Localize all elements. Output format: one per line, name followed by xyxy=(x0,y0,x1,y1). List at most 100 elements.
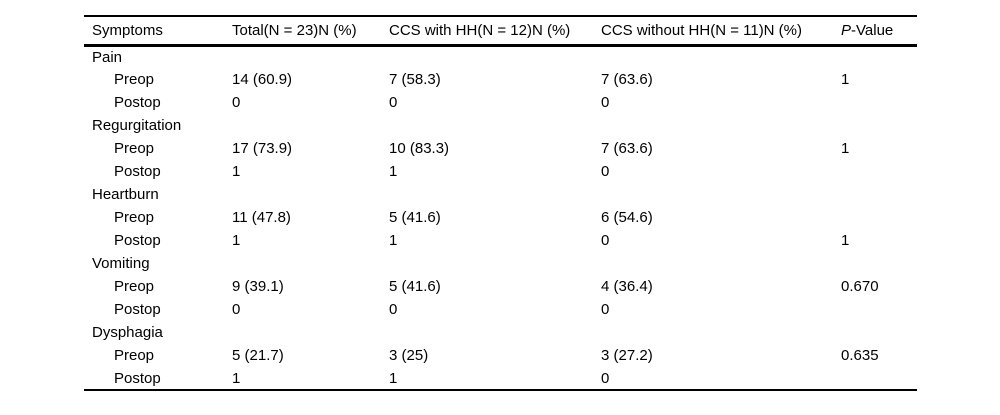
row-label: Preop xyxy=(114,209,155,226)
table-header: Symptoms Total(N = 23)N (%) CCS with HH(… xyxy=(84,16,917,45)
p-value-rest: -Value xyxy=(851,21,894,39)
cell-value: 1 xyxy=(232,232,241,249)
row-label: Postop xyxy=(114,369,161,387)
table-row: Postop 1 1 0 xyxy=(84,367,917,390)
cell-value: 0 xyxy=(232,94,241,111)
cell-value xyxy=(232,321,389,344)
cell-value: 4 (36.4) xyxy=(601,278,653,295)
cell-value xyxy=(841,45,917,68)
cell-value: 1 xyxy=(841,232,850,249)
cell-value: 0.635 xyxy=(841,347,879,364)
cell-value: 11 (47.8) xyxy=(232,209,291,226)
table-row: Preop 14 (60.9) 7 (58.3) 7 (63.6) 1 xyxy=(84,68,917,91)
cell-value: 1 xyxy=(389,163,398,180)
cell-value xyxy=(841,321,917,344)
cell-value: 0.670 xyxy=(841,278,879,295)
table-row: Vomiting xyxy=(84,252,917,275)
row-label: Vomiting xyxy=(92,255,150,272)
cell-value xyxy=(601,114,841,137)
cell-value: 1 xyxy=(841,71,850,88)
cell-value: 6 (54.6) xyxy=(601,209,653,226)
cell-value xyxy=(841,298,917,321)
cell-value: 5 (21.7) xyxy=(232,347,284,364)
table-body: Pain Preop 14 (60.9) 7 (58.3) 7 (63.6) 1 Posto… xyxy=(84,45,917,390)
cell-value: 14 (60.9) xyxy=(232,71,293,88)
table-row: Dysphagia xyxy=(84,321,917,344)
row-label: Preop xyxy=(114,140,155,157)
cell-value xyxy=(841,91,917,114)
table-row: Postop 0 0 0 xyxy=(84,91,917,114)
cell-value: 0 xyxy=(601,94,610,111)
header-ccs-with-hh: CCS with HH(N = 12)N (%) xyxy=(389,21,571,39)
table-row: Postop 0 0 0 xyxy=(84,298,917,321)
cell-value: 0 xyxy=(601,163,610,180)
header-ccs-without-hh: CCS without HH(N = 11)N (%) xyxy=(601,21,803,39)
header-p-value: P-Value xyxy=(841,16,917,45)
cell-value xyxy=(601,321,841,344)
p-value-italic-p: P xyxy=(841,21,852,39)
cell-value: 17 (73.9) xyxy=(232,140,293,157)
cell-value xyxy=(232,114,389,137)
cell-value: 0 xyxy=(601,369,610,387)
table-row: Preop 11 (47.8) 5 (41.6) 6 (54.6) xyxy=(84,206,917,229)
cell-value: 3 (27.2) xyxy=(601,347,653,364)
cell-value xyxy=(232,45,389,68)
cell-value xyxy=(841,114,917,137)
cell-value xyxy=(841,252,917,275)
cell-value: 10 (83.3) xyxy=(389,140,450,157)
cell-value xyxy=(389,321,601,344)
row-label: Postop xyxy=(114,94,161,111)
cell-value: 0 xyxy=(601,301,610,318)
cell-value xyxy=(841,160,917,183)
table-row: Pain xyxy=(84,45,917,68)
cell-value: 7 (63.6) xyxy=(601,71,653,88)
row-label: Preop xyxy=(114,278,155,295)
cell-value xyxy=(232,183,389,206)
cell-value: 3 (25) xyxy=(389,347,429,364)
table-row: Postop 1 1 0 1 xyxy=(84,229,917,252)
cell-value: 7 (58.3) xyxy=(389,71,441,88)
cell-value: 9 (39.1) xyxy=(232,278,284,295)
cell-value xyxy=(601,45,841,68)
row-label: Regurgitation xyxy=(92,117,182,134)
table-row: Preop 17 (73.9) 10 (83.3) 7 (63.6) 1 xyxy=(84,137,917,160)
row-label: Preop xyxy=(114,347,155,364)
cell-value: 1 xyxy=(389,232,398,249)
table-row: Preop 9 (39.1) 5 (41.6) 4 (36.4) 0.670 xyxy=(84,275,917,298)
table-row: Heartburn xyxy=(84,183,917,206)
header-row: Symptoms Total(N = 23)N (%) CCS with HH(… xyxy=(84,16,917,45)
table-row: Postop 1 1 0 xyxy=(84,160,917,183)
cell-value: 0 xyxy=(389,301,398,318)
table-row: Regurgitation xyxy=(84,114,917,137)
cell-value xyxy=(841,206,917,229)
cell-value: 1 xyxy=(232,369,241,387)
cell-value xyxy=(389,114,601,137)
cell-value xyxy=(841,367,917,390)
row-label: Postop xyxy=(114,232,161,249)
row-label: Heartburn xyxy=(92,186,159,203)
table-row: Preop 5 (21.7) 3 (25) 3 (27.2) 0.635 xyxy=(84,344,917,367)
row-label: Postop xyxy=(114,301,161,318)
cell-value xyxy=(601,183,841,206)
cell-value xyxy=(601,252,841,275)
row-label: Preop xyxy=(114,71,155,88)
cell-value: 0 xyxy=(601,232,610,249)
cell-value xyxy=(389,183,601,206)
cell-value xyxy=(389,45,601,68)
row-label: Postop xyxy=(114,163,161,180)
symptoms-table: Symptoms Total(N = 23)N (%) CCS with HH(… xyxy=(84,15,917,391)
cell-value: 5 (41.6) xyxy=(389,209,441,226)
header-symptoms: Symptoms xyxy=(92,21,163,39)
cell-value xyxy=(232,252,389,275)
cell-value xyxy=(841,183,917,206)
cell-value xyxy=(389,252,601,275)
row-label: Dysphagia xyxy=(92,324,163,341)
cell-value: 5 (41.6) xyxy=(389,278,441,295)
cell-value: 1 xyxy=(389,369,398,387)
header-total: Total(N = 23)N (%) xyxy=(232,21,357,39)
cell-value: 0 xyxy=(232,301,241,318)
cell-value: 7 (63.6) xyxy=(601,140,653,157)
row-label: Pain xyxy=(92,48,123,66)
cell-value: 0 xyxy=(389,94,398,111)
